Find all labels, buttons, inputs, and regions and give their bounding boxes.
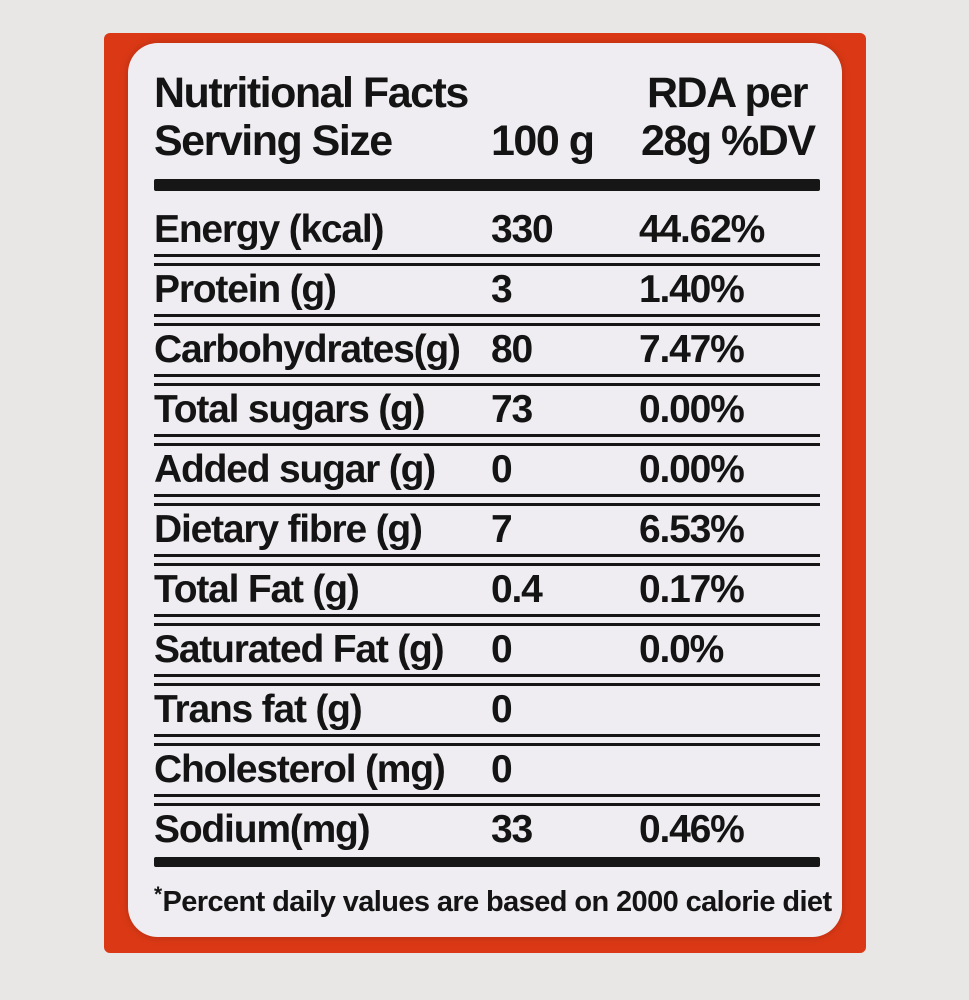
table-row: Total Fat (g) 0.4 0.17% [154,567,820,613]
table-row: Added sugar (g) 0 0.00% [154,447,820,493]
row-divider [154,734,820,746]
table-row-group: Cholesterol (mg) 0 [154,747,820,806]
nutrition-facts-panel: Nutritional Facts RDA per Serving Size 1… [128,43,842,937]
table-bottom-bar [154,857,820,867]
footnote: *Percent daily values are based on 2000 … [154,883,832,919]
nutrient-label: Trans fat (g) [154,688,363,731]
table-row: Saturated Fat (g) 0 0.0% [154,627,820,673]
nutrient-dv-percent [639,689,820,730]
nutrient-value: 7 [491,508,513,551]
table-row-group: Protein (g) 3 1.40% [154,267,820,326]
table-row: Total sugars (g) 73 0.00% [154,387,820,433]
nutrient-label: Saturated Fat (g) [154,628,445,671]
table-row: Protein (g) 3 1.40% [154,267,820,313]
panel-header: Nutritional Facts RDA per Serving Size 1… [154,69,820,165]
row-divider [154,674,820,686]
row-divider [154,614,820,626]
nutrition-table: Energy (kcal) 330 44.62% Protein (g) 3 1… [154,207,820,853]
table-row: Carbohydrates(g) 80 7.47% [154,327,820,373]
rda-heading-line2: 28g %DV [641,117,816,165]
nutrient-value: 73 [491,388,533,431]
row-divider [154,314,820,326]
nutrient-label: Total sugars (g) [154,388,426,431]
table-row: Sodium(mg) 33 0.46% [154,807,820,853]
table-row-group: Added sugar (g) 0 0.00% [154,447,820,506]
rda-heading-line1: RDA per [647,69,808,117]
table-row-group: Saturated Fat (g) 0 0.0% [154,627,820,686]
serving-size-value: 100 g [491,117,595,165]
nutrient-value: 33 [491,808,533,851]
row-divider [154,434,820,446]
nutrient-value: 3 [491,268,513,311]
row-divider [154,794,820,806]
nutrient-dv-percent: 0.46% [639,808,745,851]
nutrient-dv-percent: 7.47% [639,328,745,371]
nutrient-label: Dietary fibre (g) [154,508,423,551]
table-row-group: Energy (kcal) 330 44.62% [154,207,820,266]
nutrient-dv-percent: 0.0% [639,628,724,671]
nutrient-label: Protein (g) [154,268,337,311]
nutrient-dv-percent: 0.00% [639,448,745,491]
row-divider [154,554,820,566]
serving-size-label: Serving Size [154,117,393,165]
nutrient-value: 0 [491,748,513,791]
nutrient-value: 0.4 [491,568,543,611]
nutrient-dv-percent: 1.40% [639,268,745,311]
table-row-group: Total sugars (g) 73 0.00% [154,387,820,446]
nutrient-label: Cholesterol (mg) [154,748,446,791]
table-row-group: Total Fat (g) 0.4 0.17% [154,567,820,626]
table-row: Cholesterol (mg) 0 [154,747,820,793]
nutrient-label: Energy (kcal) [154,208,385,251]
footnote-text: Percent daily values are based on 2000 c… [162,886,833,918]
nutrient-value: 0 [491,628,513,671]
nutrient-dv-percent: 0.17% [639,568,745,611]
nutrient-label: Sodium(mg) [154,808,371,851]
panel-title: Nutritional Facts [154,69,469,117]
nutrient-dv-percent [639,749,820,790]
nutrient-label: Carbohydrates(g) [154,328,461,371]
product-label-background: Nutritional Facts RDA per Serving Size 1… [104,33,866,953]
nutrient-dv-percent: 6.53% [639,508,745,551]
row-divider [154,374,820,386]
nutrient-value: 0 [491,448,513,491]
nutrient-value: 80 [491,328,533,371]
nutrient-dv-percent: 0.00% [639,388,745,431]
footnote-asterisk: * [154,883,162,906]
nutrient-label: Added sugar (g) [154,448,436,491]
nutrient-value: 330 [491,208,554,251]
table-row: Trans fat (g) 0 [154,687,820,733]
header-separator-bar [154,179,820,191]
table-row: Energy (kcal) 330 44.62% [154,207,820,253]
row-divider [154,254,820,266]
table-row-group: Dietary fibre (g) 7 6.53% [154,507,820,566]
row-divider [154,494,820,506]
table-row-group: Carbohydrates(g) 80 7.47% [154,327,820,386]
table-row: Dietary fibre (g) 7 6.53% [154,507,820,553]
table-row-group: Sodium(mg) 33 0.46% [154,807,820,853]
nutrient-value: 0 [491,688,513,731]
nutrient-dv-percent: 44.62% [639,208,765,251]
nutrient-label: Total Fat (g) [154,568,360,611]
table-row-group: Trans fat (g) 0 [154,687,820,746]
